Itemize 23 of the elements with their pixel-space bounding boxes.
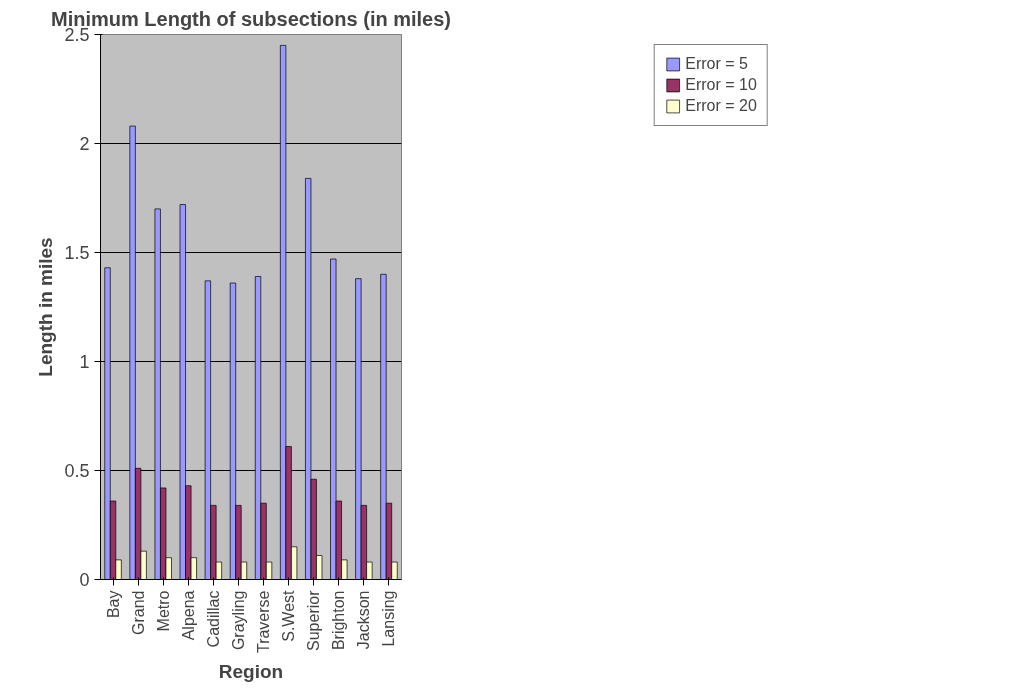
legend-label: Error = 20 xyxy=(685,97,757,115)
legend-label: Error = 10 xyxy=(685,76,757,94)
x-tick-label: Bay xyxy=(104,590,122,619)
x-tick-label: Metro xyxy=(154,590,172,632)
x-tick-label: Alpena xyxy=(179,590,197,641)
y-tick-label: 0.5 xyxy=(64,461,90,481)
y-axis-title: Length in miles xyxy=(35,237,57,377)
x-tick-label: Cadillac xyxy=(204,590,222,648)
x-tick-label: Traverse xyxy=(255,590,273,654)
x-axis-title: Region xyxy=(218,661,284,683)
x-tick-label: Brighton xyxy=(330,590,348,651)
y-tick-label: 2.5 xyxy=(64,25,90,45)
y-tick-label: 0 xyxy=(79,570,90,590)
x-tick-label: Superior xyxy=(305,589,323,651)
x-tick-label: Grand xyxy=(129,590,147,635)
y-tick-label: 1.5 xyxy=(64,243,90,263)
x-tick-label: Jackson xyxy=(355,590,373,650)
x-tick-label: S.West xyxy=(280,589,298,642)
x-tick-label: Grayling xyxy=(229,590,247,651)
x-tick-label: Lansing xyxy=(380,590,398,647)
y-tick-label: 1 xyxy=(79,352,90,372)
y-tick-label: 2 xyxy=(79,134,90,154)
legend-label: Error = 5 xyxy=(685,55,748,73)
